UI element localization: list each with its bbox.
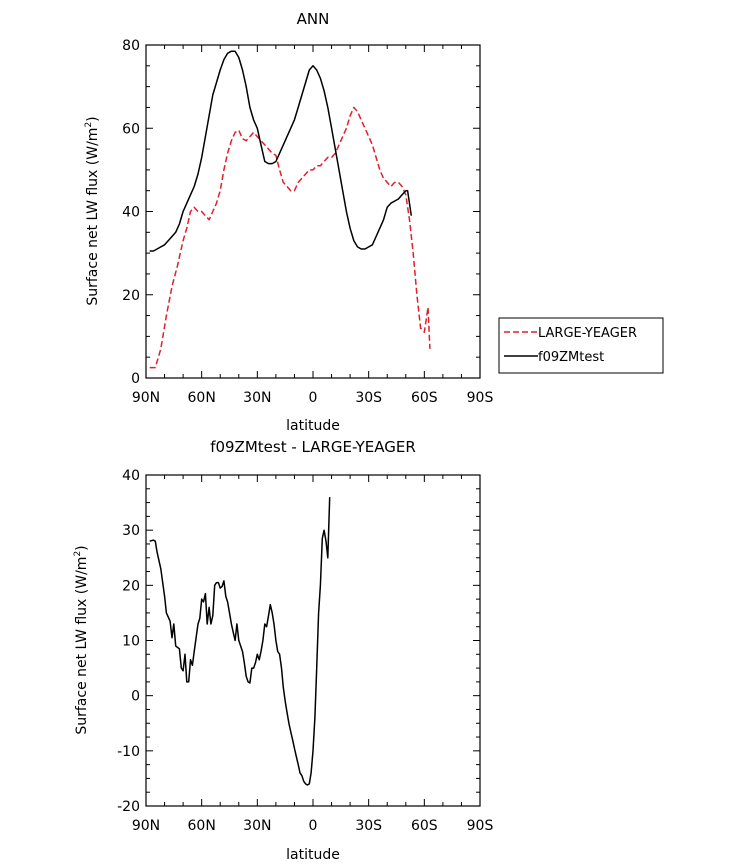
y-tick-label: 20 xyxy=(122,288,140,304)
x-tick-label: 60S xyxy=(411,818,438,834)
y-axis-label-text: Surface net LW flux (W/m xyxy=(85,128,101,306)
x-axis-label: latitude xyxy=(286,847,340,863)
x-tick-label: 30N xyxy=(243,390,271,406)
y-tick-label: 80 xyxy=(122,38,140,54)
series-lines xyxy=(149,50,431,369)
y-tick-label: 0 xyxy=(131,689,140,705)
tick-marks: 90N 60N 30N 0 30S 60S 90S 0 20 40 60 80 xyxy=(122,38,493,406)
y-tick-label: -10 xyxy=(117,744,140,760)
y-axis-label-sup: 2 xyxy=(84,122,94,128)
chart-title: ANN xyxy=(297,10,330,28)
y-tick-label: 40 xyxy=(122,205,140,221)
y-tick-label: 40 xyxy=(122,468,140,484)
x-tick-label: 90N xyxy=(132,390,160,406)
chart-title: f09ZMtest - LARGE-YEAGER xyxy=(210,438,416,456)
y-axis-label-sup: 2 xyxy=(73,551,83,557)
x-tick-label: 60S xyxy=(411,390,438,406)
x-tick-label: 30N xyxy=(243,818,271,834)
x-tick-label: 90N xyxy=(132,818,160,834)
x-tick-label: 0 xyxy=(309,818,318,834)
x-tick-label: 30S xyxy=(355,390,382,406)
y-axis-label: Surface net LW flux (W/m2) xyxy=(73,545,90,734)
x-axis-label: latitude xyxy=(286,418,340,434)
x-tick-label: 60N xyxy=(188,390,216,406)
tick-marks: 90N 60N 30N 0 30S 60S 90S -20 -10 0 10 20 30 40 xyxy=(117,468,493,834)
legend: LARGE-YEAGER f09ZMtest xyxy=(498,317,664,374)
y-axis-label-close: ) xyxy=(85,116,101,121)
legend-box xyxy=(498,317,664,374)
series-line-f09zmtest xyxy=(149,50,413,252)
x-tick-label: 30S xyxy=(355,818,382,834)
series-lines xyxy=(149,497,331,786)
series-line-difference xyxy=(149,497,331,786)
y-axis-label-text: Surface net LW flux (W/m xyxy=(74,557,90,735)
legend-label-large-yeager: LARGE-YEAGER xyxy=(538,326,637,341)
y-axis-label: Surface net LW flux (W/m2) xyxy=(84,116,101,305)
panel-annual: ANN 90N 60N 30N 0 30S 60S 90S 0 20 40 60 80 latitud… xyxy=(84,10,493,434)
x-tick-label: 90S xyxy=(467,390,494,406)
y-tick-label: 30 xyxy=(122,523,140,539)
x-tick-label: 60N xyxy=(188,818,216,834)
y-tick-label: 0 xyxy=(131,371,140,387)
panel-difference: f09ZMtest - LARGE-YEAGER 90N 60N 30N 0 30S 60… xyxy=(73,438,493,863)
y-axis-label-close: ) xyxy=(74,545,90,550)
legend-label-f09zmtest: f09ZMtest xyxy=(538,350,604,365)
y-tick-label: 20 xyxy=(122,578,140,594)
x-tick-label: 0 xyxy=(309,390,318,406)
y-tick-label: -20 xyxy=(117,799,140,815)
series-line-large-yeager xyxy=(149,106,431,369)
y-tick-label: 10 xyxy=(122,634,140,650)
x-tick-label: 90S xyxy=(467,818,494,834)
y-tick-label: 60 xyxy=(122,121,140,137)
plot-frame xyxy=(145,44,481,379)
